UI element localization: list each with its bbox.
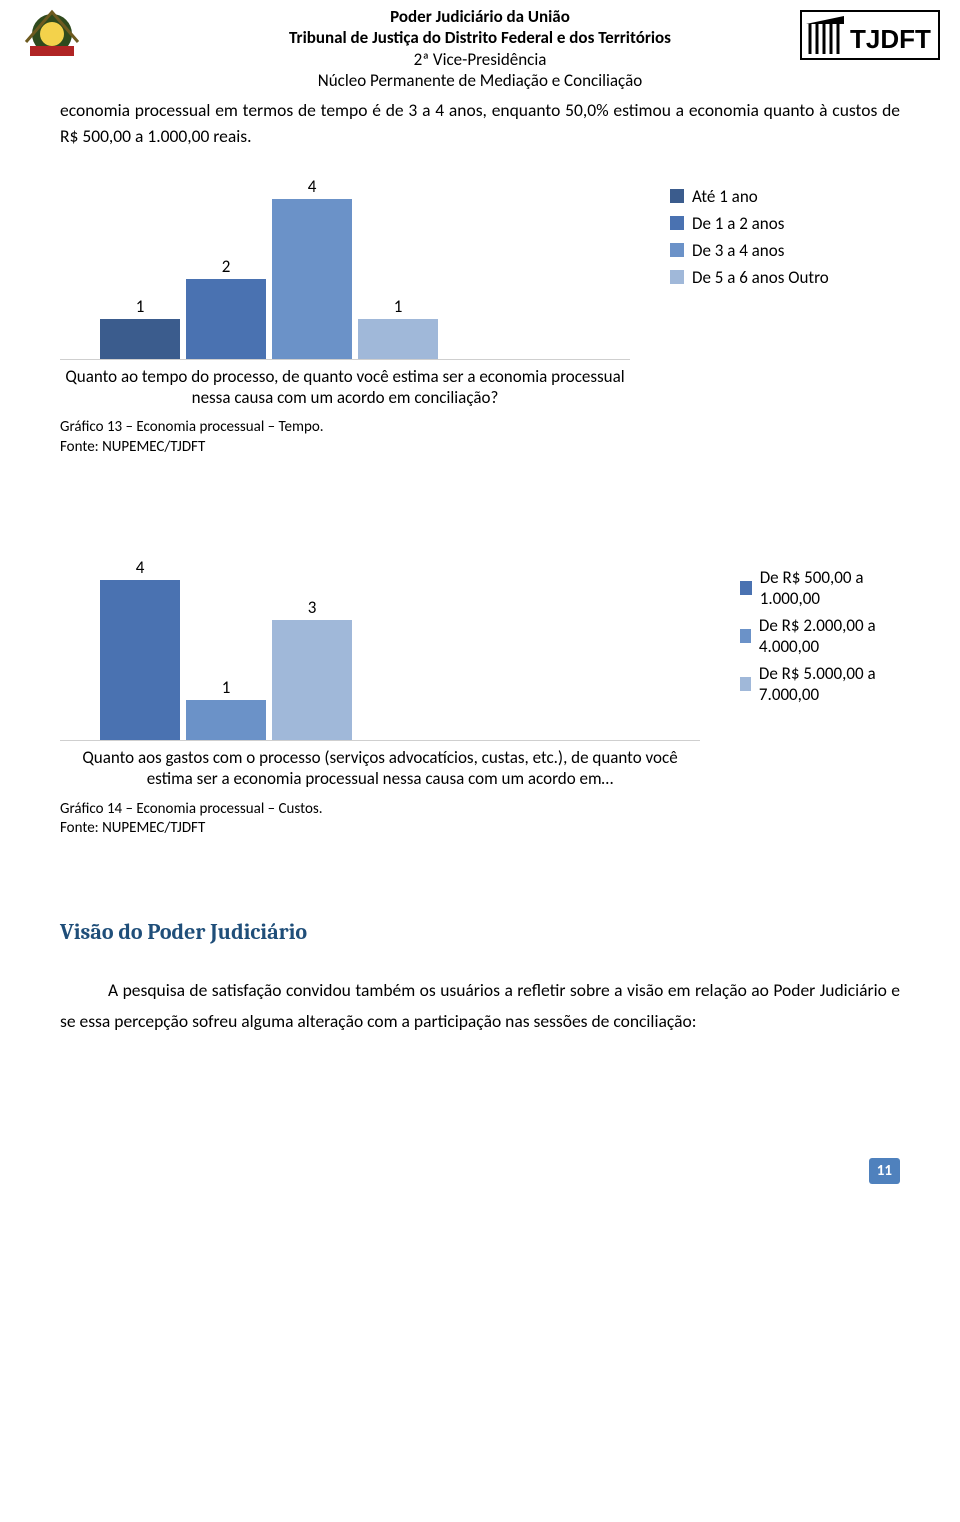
legend-swatch bbox=[670, 189, 684, 203]
bar-rect bbox=[186, 279, 266, 359]
chart1-legend: Até 1 ano De 1 a 2 anos De 3 a 4 anos De 5 … bbox=[670, 176, 829, 294]
legend-swatch bbox=[670, 243, 684, 257]
coat-of-arms-icon bbox=[20, 4, 84, 73]
bar: 3 bbox=[272, 597, 352, 740]
bar: 2 bbox=[186, 256, 266, 359]
header-line-3: 2ª Vice-Presidência bbox=[60, 49, 900, 70]
bar: 4 bbox=[100, 557, 180, 740]
chart1-source: Fonte: NUPEMEC/TJDFT bbox=[60, 438, 900, 458]
legend-label: Até 1 ano bbox=[692, 186, 758, 207]
header-line-1: Poder Judiciário da União bbox=[60, 6, 900, 27]
bar: 1 bbox=[186, 677, 266, 740]
legend-item: De 5 a 6 anos Outro bbox=[670, 267, 829, 288]
legend-item: Até 1 ano bbox=[670, 186, 829, 207]
legend-swatch bbox=[740, 581, 752, 595]
legend-swatch bbox=[670, 216, 684, 230]
legend-item: De R$ 5.000,00 a 7.000,00 bbox=[740, 663, 900, 705]
bar-value-label: 2 bbox=[222, 256, 231, 277]
page-header: TJDFT Poder Judiciário da União Tribunal… bbox=[60, 0, 900, 95]
section-paragraph: A pesquisa de satisfação convidou também… bbox=[60, 975, 900, 1038]
legend-swatch bbox=[740, 677, 751, 691]
bar-value-label: 1 bbox=[394, 296, 403, 317]
legend-label: De R$ 5.000,00 a 7.000,00 bbox=[759, 663, 900, 705]
chart2-title: Gráfico 14 – Economia processual – Custo… bbox=[60, 800, 900, 820]
legend-label: De R$ 2.000,00 a 4.000,00 bbox=[759, 615, 900, 657]
legend-item: De R$ 500,00 a 1.000,00 bbox=[740, 567, 900, 609]
header-line-2: Tribunal de Justiça do Distrito Federal … bbox=[60, 27, 900, 48]
bar: 1 bbox=[358, 296, 438, 359]
header-line-4: Núcleo Permanente de Mediação e Concilia… bbox=[60, 70, 900, 91]
chart2-bars: 4 1 3 bbox=[60, 557, 700, 741]
bar-value-label: 3 bbox=[308, 597, 317, 618]
legend-swatch bbox=[740, 629, 751, 643]
bar-rect bbox=[272, 620, 352, 740]
bar-rect bbox=[100, 319, 180, 359]
bar: 4 bbox=[272, 176, 352, 359]
bar-value-label: 1 bbox=[222, 677, 231, 698]
legend-item: De 3 a 4 anos bbox=[670, 240, 829, 261]
legend-swatch bbox=[670, 270, 684, 284]
chart2-source: Fonte: NUPEMEC/TJDFT bbox=[60, 819, 900, 839]
legend-item: De R$ 2.000,00 a 4.000,00 bbox=[740, 615, 900, 657]
chart1-caption: Gráfico 13 – Economia processual – Tempo… bbox=[60, 418, 900, 457]
legend-item: De 1 a 2 anos bbox=[670, 213, 829, 234]
chart2-caption: Gráfico 14 – Economia processual – Custo… bbox=[60, 800, 900, 839]
svg-text:TJDFT: TJDFT bbox=[850, 24, 931, 54]
bar-value-label: 4 bbox=[136, 557, 145, 578]
bar-rect bbox=[186, 700, 266, 740]
bar-value-label: 4 bbox=[308, 176, 317, 197]
legend-label: De R$ 500,00 a 1.000,00 bbox=[760, 567, 900, 609]
bar-rect bbox=[100, 580, 180, 740]
page-number-badge: 11 bbox=[60, 1158, 900, 1184]
tjdft-logo-icon: TJDFT bbox=[800, 10, 940, 65]
legend-label: De 3 a 4 anos bbox=[692, 240, 784, 261]
chart-economia-tempo: 1 2 4 1 Quanto ao tempo do processo, de qua… bbox=[60, 176, 900, 409]
intro-paragraph: economia processual em termos de tempo é… bbox=[60, 97, 900, 150]
bar-value-label: 1 bbox=[136, 296, 145, 317]
chart1-bars: 1 2 4 1 bbox=[60, 176, 630, 360]
legend-label: De 5 a 6 anos Outro bbox=[692, 267, 829, 288]
page-number: 11 bbox=[869, 1158, 900, 1184]
legend-label: De 1 a 2 anos bbox=[692, 213, 784, 234]
chart1-title: Gráfico 13 – Economia processual – Tempo… bbox=[60, 418, 900, 438]
section-title: Visão do Poder Judiciário bbox=[60, 919, 900, 945]
chart2-legend: De R$ 500,00 a 1.000,00 De R$ 2.000,00 a … bbox=[740, 557, 900, 711]
chart2-x-caption: Quanto aos gastos com o processo (serviç… bbox=[60, 747, 700, 790]
bar-rect bbox=[358, 319, 438, 359]
bar: 1 bbox=[100, 296, 180, 359]
bar-rect bbox=[272, 199, 352, 359]
chart-economia-custos: 4 1 3 Quanto aos gastos com o processo (se… bbox=[60, 557, 900, 790]
chart1-x-caption: Quanto ao tempo do processo, de quanto v… bbox=[60, 366, 630, 409]
